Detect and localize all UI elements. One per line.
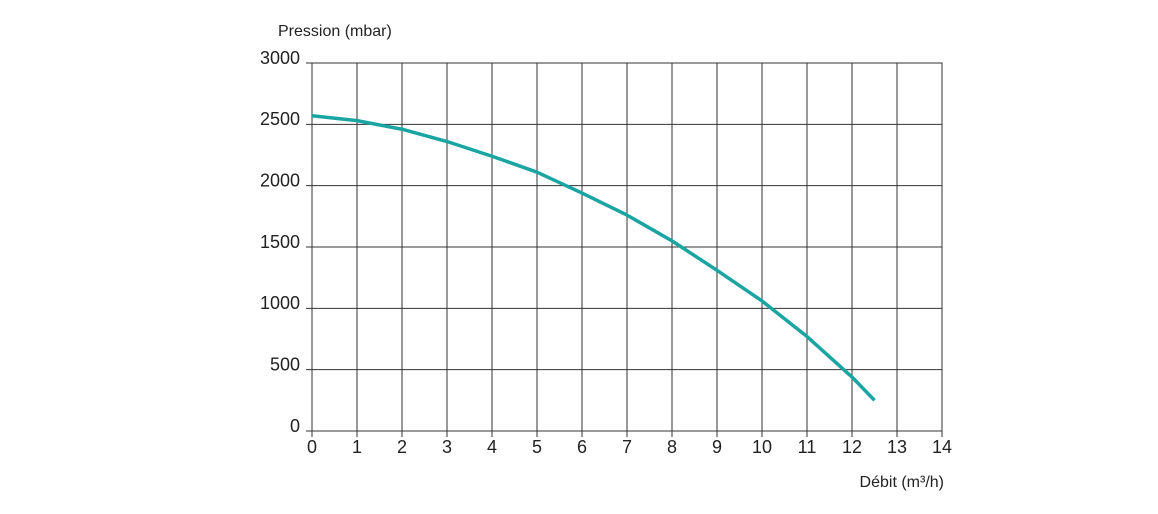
- x-tick-label: 13: [887, 437, 907, 457]
- x-tick-label: 0: [307, 437, 317, 457]
- x-tick-label: 12: [842, 437, 862, 457]
- plot-border: [311, 62, 943, 432]
- x-tick-label: 6: [577, 437, 587, 457]
- y-tick-label: 2000: [260, 170, 300, 190]
- y-tick-label: 0: [290, 416, 300, 436]
- x-tick-label: 11: [798, 437, 817, 457]
- y-axis-label: Pression (mbar): [278, 23, 392, 40]
- y-tick-label: 500: [270, 354, 300, 374]
- x-axis-label: Débit (m³/h): [860, 474, 944, 491]
- data-line: [311, 114, 876, 402]
- x-tick-label: 1: [352, 437, 362, 457]
- y-tick-label: 3000: [260, 48, 300, 68]
- x-tick-label: 2: [397, 437, 407, 457]
- x-tick-label: 4: [487, 437, 497, 457]
- y-tick-label: 1500: [260, 232, 300, 252]
- x-tick-label: 9: [712, 437, 722, 457]
- x-tick-label: 14: [932, 437, 952, 457]
- y-tick-label: 1000: [260, 293, 300, 313]
- x-tick-label: 3: [442, 437, 452, 457]
- x-tick-label: 7: [622, 437, 632, 457]
- y-tick-label: 2500: [260, 109, 300, 129]
- x-tick-label: 8: [667, 437, 677, 457]
- x-tick-label: 5: [532, 437, 542, 457]
- x-tick-label: 10: [752, 437, 772, 457]
